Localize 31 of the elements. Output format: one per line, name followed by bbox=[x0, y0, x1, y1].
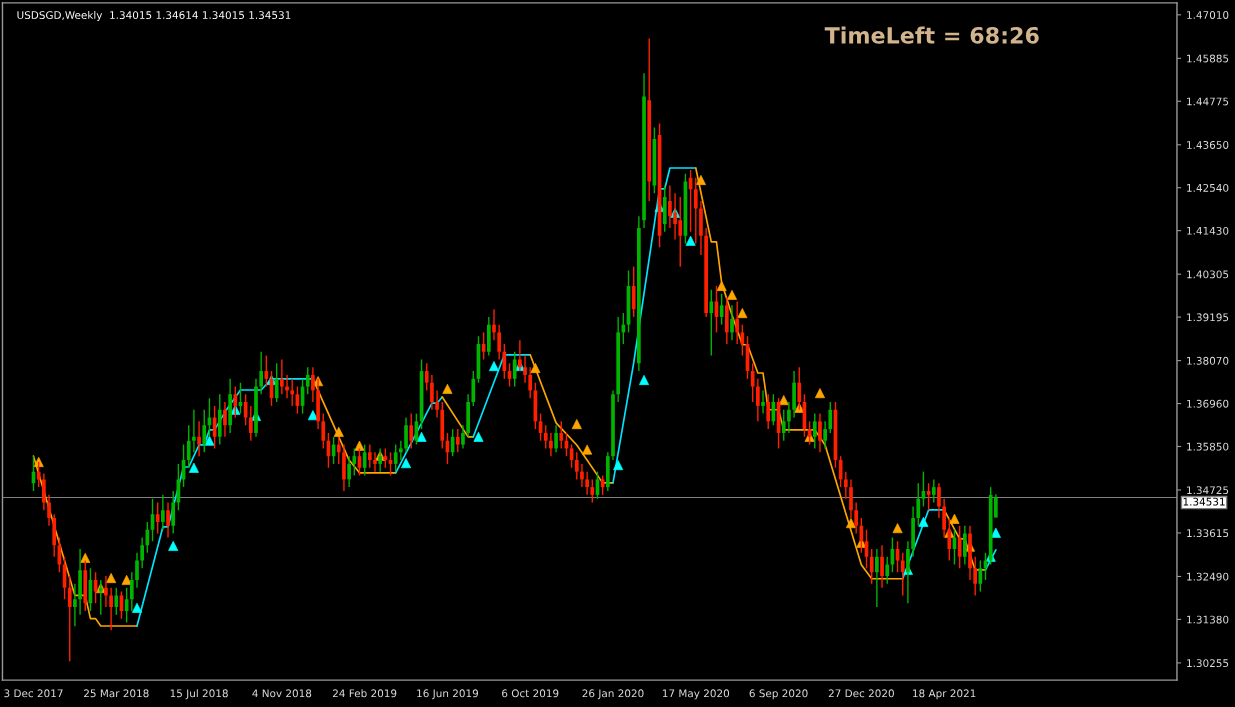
y-tick-label: 1.47010 bbox=[1187, 11, 1229, 19]
y-tick-label: 1.39195 bbox=[1187, 313, 1229, 322]
ref-line-label: 1.34531 bbox=[1183, 497, 1225, 506]
y-tick-label: 1.30255 bbox=[1187, 659, 1229, 668]
y-tick-label: 1.40305 bbox=[1187, 270, 1229, 279]
x-tick-label: 26 Jan 2020 bbox=[582, 689, 644, 700]
y-tick-label: 1.44775 bbox=[1187, 97, 1229, 106]
x-tick-label: 18 Apr 2021 bbox=[913, 689, 976, 700]
y-tick-label: 1.34725 bbox=[1187, 486, 1229, 495]
x-tick-label: 4 Nov 2018 bbox=[252, 689, 312, 698]
x-tick-label: 24 Feb 2019 bbox=[333, 689, 397, 698]
x-tick-label: 6 Sep 2020 bbox=[749, 689, 808, 700]
x-tick-label: 16 Jun 2019 bbox=[417, 689, 479, 700]
annotation: TimeLeft = 68:26 bbox=[824, 26, 1039, 44]
x-tick-label: 27 Dec 2020 bbox=[828, 689, 894, 698]
x-tick-label: 3 Dec 2017 bbox=[4, 689, 63, 698]
y-tick-label: 1.31380 bbox=[1187, 615, 1229, 624]
y-tick-label: 1.42540 bbox=[1187, 183, 1229, 192]
y-tick-label: 1.38070 bbox=[1187, 356, 1229, 365]
y-tick-label: 1.41430 bbox=[1187, 226, 1229, 235]
y-tick-label: 1.43650 bbox=[1187, 141, 1229, 149]
x-tick-label: 17 May 2020 bbox=[662, 689, 730, 700]
y-tick-label: 1.36960 bbox=[1187, 399, 1229, 408]
x-tick-label: 6 Oct 2019 bbox=[502, 689, 559, 698]
text: USDSGD,Weekly 1.34015 1.34614 1.34015 1.34531 bbox=[17, 10, 291, 22]
y-tick-label: 1.35850 bbox=[1187, 442, 1229, 451]
y-tick-label: 1.45885 bbox=[1187, 54, 1229, 63]
x-tick-label: 15 Jul 2018 bbox=[170, 689, 228, 700]
y-tick-label: 1.32490 bbox=[1187, 572, 1229, 581]
y-tick-label: 1.33615 bbox=[1187, 529, 1229, 538]
x-tick-label: 25 Mar 2018 bbox=[84, 689, 149, 698]
